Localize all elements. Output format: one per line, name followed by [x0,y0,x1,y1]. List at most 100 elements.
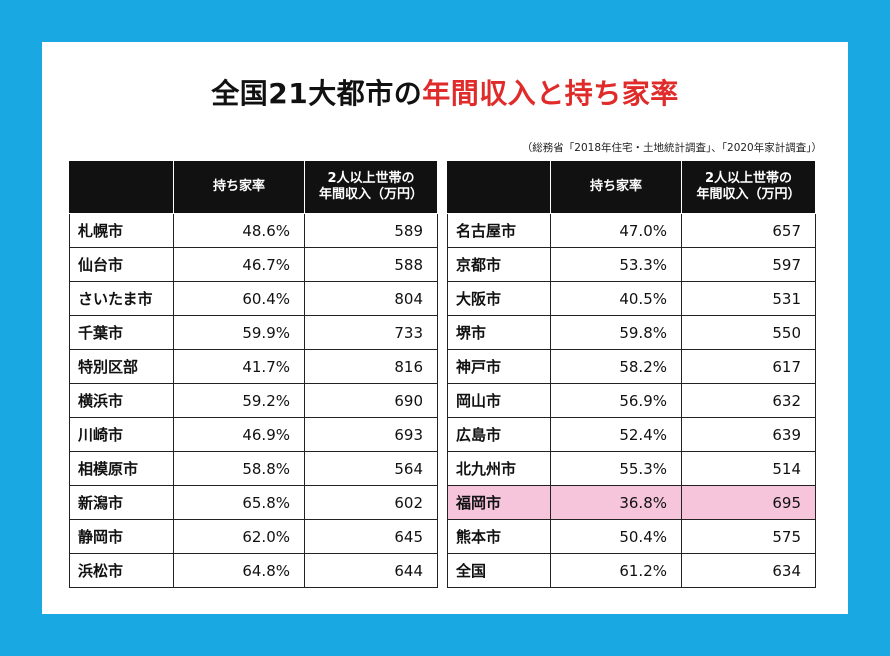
inc-cell: 589 [304,213,438,248]
rate-cell: 36.8% [550,485,682,520]
rate-cell: 48.6% [173,213,305,248]
table-row: 岡山市 56.9% 632 [447,383,816,418]
table-row: 熊本市 50.4% 575 [447,519,816,554]
rate-cell: 59.8% [550,315,682,350]
inc-cell: 657 [681,213,816,248]
table-row: 静岡市 62.0% 645 [69,519,438,554]
inc-cell: 514 [681,451,816,486]
rate-cell: 62.0% [173,519,305,554]
city-cell: 浜松市 [69,553,174,588]
table-row: 堺市 59.8% 550 [447,315,816,350]
inc-cell: 575 [681,519,816,554]
title-prefix: 全国21大都市の [211,77,423,110]
rate-cell: 55.3% [550,451,682,486]
table-row: 横浜市 59.2% 690 [69,383,438,418]
city-cell: 堺市 [447,315,551,350]
table-row: 千葉市 59.9% 733 [69,315,438,350]
city-cell: さいたま市 [69,281,174,316]
left-table-body: 札幌市 48.6% 589 仙台市 46.7% 588 さいたま市 60.4% 804 千葉市 59… [69,213,438,588]
income-header: 2人以上世帯の 年間収入（万円） [681,160,816,214]
inc-cell: 531 [681,281,816,316]
inc-cell: 597 [681,247,816,282]
inc-cell: 602 [304,485,438,520]
city-header [69,160,174,214]
income-header-line2: 年間収入（万円） [318,187,423,202]
inc-cell: 617 [681,349,816,384]
table-row: 特別区部 41.7% 816 [69,349,438,384]
rate-cell: 59.9% [173,315,305,350]
table-row: 川崎市 46.9% 693 [69,417,438,452]
rate-cell: 47.0% [550,213,682,248]
inc-cell: 816 [304,349,438,384]
city-cell: 福岡市 [447,485,551,520]
rate-cell: 65.8% [173,485,305,520]
income-header-line1: 2人以上世帯の [327,170,415,186]
city-cell: 仙台市 [69,247,174,282]
city-cell: 大阪市 [447,281,551,316]
left-table: 持ち家率 2人以上世帯の 年間収入（万円） 札幌市 48.6% 589 仙台市 46.7%… [69,160,438,588]
income-header: 2人以上世帯の 年間収入（万円） [304,160,438,214]
table-row: 福岡市 36.8% 695 [447,485,816,520]
income-header-line2: 年間収入（万円） [696,187,801,202]
content-card: 全国21大都市の年間収入と持ち家率 （総務省「2018年住宅・土地統計調査」、「… [42,42,848,614]
inc-cell: 550 [681,315,816,350]
table-row: さいたま市 60.4% 804 [69,281,438,316]
table-row: 北九州市 55.3% 514 [447,451,816,486]
table-row: 浜松市 64.8% 644 [69,553,438,588]
rate-cell: 59.2% [173,383,305,418]
table-row: 新潟市 65.8% 602 [69,485,438,520]
title-accent: 年間収入と持ち家率 [422,77,679,110]
inc-cell: 588 [304,247,438,282]
table-row: 相模原市 58.8% 564 [69,451,438,486]
city-cell: 岡山市 [447,383,551,418]
city-cell: 新潟市 [69,485,174,520]
rate-cell: 41.7% [173,349,305,384]
table-row: 京都市 53.3% 597 [447,247,816,282]
rate-cell: 46.9% [173,417,305,452]
inc-cell: 645 [304,519,438,554]
income-header-line1: 2人以上世帯の [704,170,793,186]
table-row: 広島市 52.4% 639 [447,417,816,452]
rate-cell: 50.4% [550,519,682,554]
rate-cell: 52.4% [550,417,682,452]
city-cell: 北九州市 [447,451,551,486]
table-row: 全国 61.2% 634 [447,553,816,588]
city-cell: 名古屋市 [447,213,551,248]
rate-header: 持ち家率 [550,160,682,214]
source-note: （総務省「2018年住宅・土地統計調査」、「2020年家計調査」） [521,142,822,154]
inc-cell: 693 [304,417,438,452]
city-header [447,160,551,214]
right-table: 持ち家率 2人以上世帯の 年間収入（万円） 名古屋市 47.0% 657 京都市 53.3… [447,160,816,588]
table-header-row: 持ち家率 2人以上世帯の 年間収入（万円） [447,160,816,214]
right-table-body: 名古屋市 47.0% 657 京都市 53.3% 597 大阪市 40.5% 531 堺市 59.8… [447,213,816,588]
rate-cell: 40.5% [550,281,682,316]
city-cell: 広島市 [447,417,551,452]
city-cell: 全国 [447,553,551,588]
inc-cell: 690 [304,383,438,418]
table-row: 札幌市 48.6% 589 [69,213,438,248]
rate-cell: 58.8% [173,451,305,486]
city-cell: 札幌市 [69,213,174,248]
city-cell: 京都市 [447,247,551,282]
table-row: 大阪市 40.5% 531 [447,281,816,316]
inc-cell: 733 [304,315,438,350]
rate-cell: 56.9% [550,383,682,418]
rate-header: 持ち家率 [173,160,305,214]
city-cell: 熊本市 [447,519,551,554]
city-cell: 千葉市 [69,315,174,350]
table-row: 神戸市 58.2% 617 [447,349,816,384]
inc-cell: 695 [681,485,816,520]
page-title: 全国21大都市の年間収入と持ち家率 [42,72,848,112]
inc-cell: 644 [304,553,438,588]
rate-cell: 58.2% [550,349,682,384]
city-cell: 川崎市 [69,417,174,452]
rate-cell: 64.8% [173,553,305,588]
table-row: 仙台市 46.7% 588 [69,247,438,282]
city-cell: 神戸市 [447,349,551,384]
city-cell: 特別区部 [69,349,174,384]
inc-cell: 804 [304,281,438,316]
rate-cell: 60.4% [173,281,305,316]
inc-cell: 564 [304,451,438,486]
city-cell: 横浜市 [69,383,174,418]
inc-cell: 639 [681,417,816,452]
